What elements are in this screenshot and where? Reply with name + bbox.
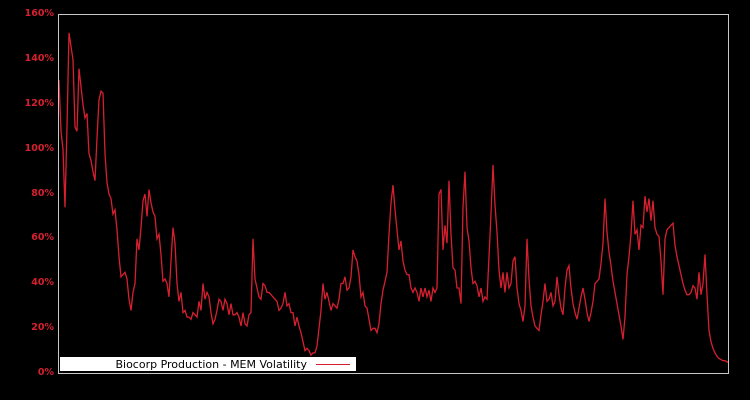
legend-line-swatch: [316, 363, 350, 365]
legend: Biocorp Production - MEM Volatility: [60, 357, 356, 371]
y-axis-label: 160%: [24, 8, 54, 19]
y-axis: 0% 20% 40% 60% 80% 100% 120% 140% 160%: [0, 0, 54, 400]
y-axis-label: 140%: [24, 52, 54, 64]
y-axis-label: 60%: [31, 232, 54, 244]
series-line-svg: [59, 32, 728, 364]
y-axis-label: 0%: [37, 367, 54, 378]
y-axis-label: 40%: [31, 277, 54, 289]
legend-label: Biocorp Production - MEM Volatility: [115, 357, 307, 371]
y-axis-label: 80%: [31, 187, 54, 199]
plot-area: Biocorp Production - MEM Volatility: [58, 14, 729, 374]
series-line: [59, 32, 728, 364]
y-axis-label: 100%: [24, 142, 54, 154]
y-axis-label: 20%: [31, 322, 54, 334]
y-axis-label: 120%: [24, 97, 54, 109]
